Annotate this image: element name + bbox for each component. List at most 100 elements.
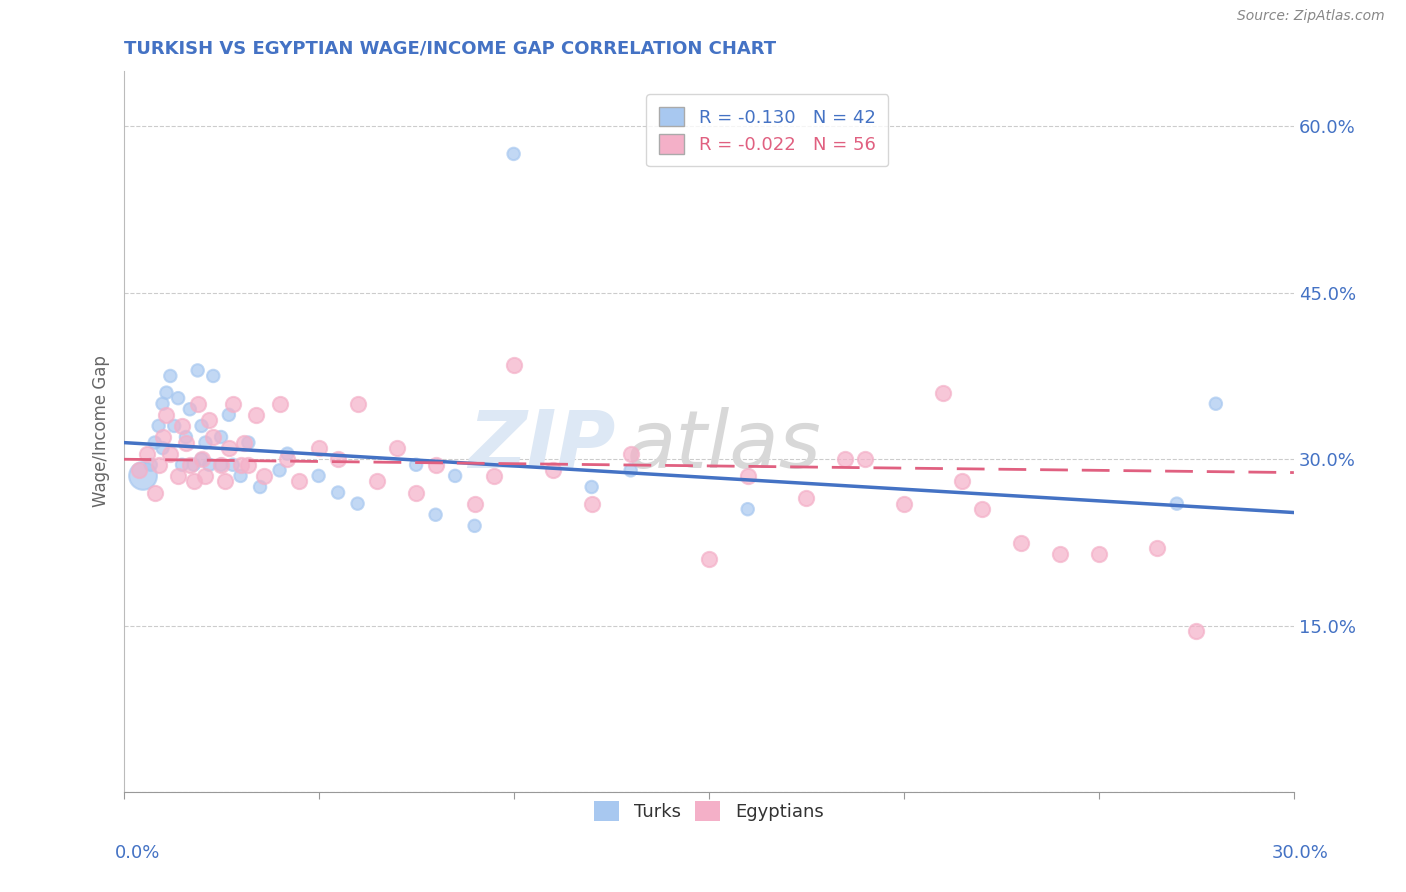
Point bbox=[128, 463, 150, 477]
Point bbox=[190, 419, 212, 434]
Point bbox=[194, 469, 217, 483]
Point bbox=[170, 419, 193, 434]
Point bbox=[229, 458, 252, 472]
Point bbox=[269, 397, 291, 411]
Point bbox=[326, 485, 349, 500]
Point bbox=[794, 491, 817, 505]
Point bbox=[148, 458, 170, 472]
Legend: Turks, Egyptians: Turks, Egyptians bbox=[585, 792, 832, 830]
Point bbox=[932, 385, 955, 400]
Point bbox=[385, 441, 408, 455]
Text: TURKISH VS EGYPTIAN WAGE/INCOME GAP CORRELATION CHART: TURKISH VS EGYPTIAN WAGE/INCOME GAP CORR… bbox=[124, 40, 776, 58]
Point bbox=[620, 447, 643, 461]
Point bbox=[202, 368, 225, 383]
Point bbox=[229, 469, 252, 483]
Point bbox=[502, 358, 524, 372]
Point bbox=[950, 475, 973, 489]
Text: atlas: atlas bbox=[627, 407, 821, 485]
Point bbox=[183, 458, 205, 472]
Point bbox=[482, 469, 505, 483]
Point bbox=[155, 408, 177, 422]
Point bbox=[152, 430, 174, 444]
Point bbox=[308, 469, 330, 483]
Point bbox=[202, 430, 225, 444]
Point bbox=[346, 397, 368, 411]
Point bbox=[170, 458, 193, 472]
Point bbox=[148, 419, 170, 434]
Point bbox=[464, 519, 486, 533]
Point bbox=[346, 497, 368, 511]
Point bbox=[222, 397, 245, 411]
Point bbox=[183, 475, 205, 489]
Point bbox=[269, 463, 291, 477]
Point bbox=[366, 475, 388, 489]
Point bbox=[194, 435, 217, 450]
Point bbox=[502, 147, 524, 161]
Text: ZIP: ZIP bbox=[468, 407, 614, 485]
Point bbox=[209, 458, 232, 472]
Point bbox=[425, 508, 447, 522]
Text: 30.0%: 30.0% bbox=[1272, 844, 1329, 862]
Point bbox=[218, 441, 240, 455]
Point bbox=[187, 397, 209, 411]
Point bbox=[1146, 541, 1168, 555]
Point bbox=[152, 441, 174, 455]
Point bbox=[326, 452, 349, 467]
Point bbox=[179, 458, 201, 472]
Point bbox=[425, 458, 447, 472]
Point bbox=[155, 385, 177, 400]
Point bbox=[152, 397, 174, 411]
Point bbox=[163, 419, 186, 434]
Point bbox=[143, 435, 166, 450]
Point bbox=[218, 408, 240, 422]
Point bbox=[444, 469, 467, 483]
Point bbox=[276, 447, 298, 461]
Point bbox=[179, 402, 201, 417]
Point bbox=[245, 408, 267, 422]
Point bbox=[405, 485, 427, 500]
Point bbox=[214, 475, 236, 489]
Point bbox=[620, 463, 643, 477]
Point bbox=[233, 435, 256, 450]
Point bbox=[834, 452, 856, 467]
Point bbox=[167, 469, 190, 483]
Point bbox=[238, 458, 260, 472]
Point bbox=[1185, 624, 1208, 639]
Point bbox=[276, 452, 298, 467]
Point bbox=[132, 469, 155, 483]
Point bbox=[697, 552, 720, 566]
Point bbox=[136, 447, 159, 461]
Y-axis label: Wage/Income Gap: Wage/Income Gap bbox=[93, 356, 110, 508]
Point bbox=[737, 469, 759, 483]
Point bbox=[143, 485, 166, 500]
Point bbox=[190, 452, 212, 467]
Point bbox=[174, 435, 197, 450]
Point bbox=[970, 502, 993, 516]
Point bbox=[198, 413, 221, 427]
Point bbox=[853, 452, 876, 467]
Point bbox=[1088, 547, 1111, 561]
Point bbox=[581, 497, 603, 511]
Point bbox=[253, 469, 276, 483]
Point bbox=[238, 435, 260, 450]
Point bbox=[541, 463, 564, 477]
Point bbox=[222, 458, 245, 472]
Point bbox=[209, 458, 232, 472]
Point bbox=[1166, 497, 1188, 511]
Point bbox=[308, 441, 330, 455]
Point bbox=[893, 497, 915, 511]
Point bbox=[249, 480, 271, 494]
Point bbox=[288, 475, 311, 489]
Point bbox=[1205, 397, 1227, 411]
Point bbox=[464, 497, 486, 511]
Point bbox=[139, 458, 162, 472]
Point bbox=[405, 458, 427, 472]
Point bbox=[190, 452, 212, 467]
Text: 0.0%: 0.0% bbox=[115, 844, 160, 862]
Point bbox=[159, 368, 181, 383]
Point bbox=[198, 458, 221, 472]
Point bbox=[159, 447, 181, 461]
Point bbox=[167, 391, 190, 405]
Point bbox=[737, 502, 759, 516]
Text: Source: ZipAtlas.com: Source: ZipAtlas.com bbox=[1237, 9, 1385, 22]
